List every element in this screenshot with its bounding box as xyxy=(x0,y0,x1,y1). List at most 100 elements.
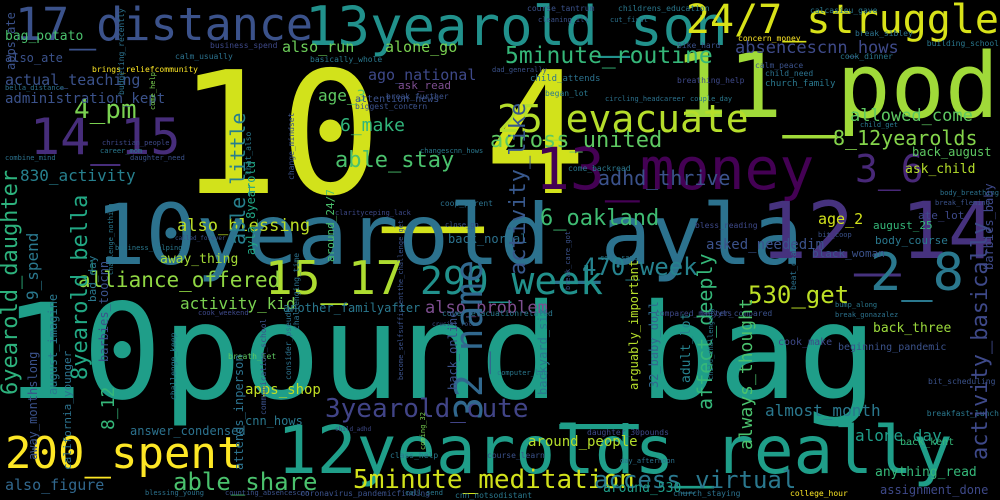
word-child-get: body_breathing xyxy=(940,189,1000,197)
word-assignment-done: assignment_done xyxy=(880,483,989,497)
word-coming-32: breath_let xyxy=(228,352,277,361)
word-august-25: august_25 xyxy=(873,219,933,232)
word-almost-month: almost_month xyxy=(765,401,881,420)
word-away-monthslong: away_monthslong xyxy=(26,351,40,460)
word-compared-care: become_selfsufficientthe_challenge_get xyxy=(397,219,405,380)
word-changescnn-hows: building_school xyxy=(926,39,999,48)
word-alliance-offered: alliance_offered xyxy=(78,268,281,292)
word-come-backread: bit_coop xyxy=(818,231,852,239)
word-administration-kept: administration_kept xyxy=(5,91,166,107)
word-asked-neededim: asked_neededim xyxy=(706,237,825,253)
word-alone-day: alone_day xyxy=(855,426,942,445)
word-church-staying: college_hour xyxy=(790,489,848,498)
word-back-online: back_online xyxy=(446,310,460,390)
word-6-make: 6_make xyxy=(340,115,406,136)
word-9-spend: 9_spend xyxy=(23,232,42,300)
word-adhd-thrive: adhd_thrive xyxy=(598,166,731,190)
word-apps-ate: apps_ate xyxy=(4,12,18,70)
word-5minute-routine: 5minute_routine xyxy=(505,43,713,69)
word-activity-kid: activity_kid xyxy=(180,294,296,313)
word-challenge-keep: challenge_nothing xyxy=(107,203,115,275)
word-back-kent: beginning_pandemic xyxy=(838,342,947,353)
word-cnn-hows: computer_lab xyxy=(497,369,548,377)
word-anything-read: anything_read xyxy=(875,465,977,480)
word-day-afternoon: counting_absencescnn xyxy=(225,489,310,497)
word-august-imagine: august_imagine xyxy=(46,293,60,395)
word-began-lot: concern_money xyxy=(738,34,801,43)
word-child-attends: began_lot xyxy=(545,89,589,98)
word-become-selfsufficient: daughter_30pounds xyxy=(587,428,669,437)
word-come-help: breakfast_lunch xyxy=(926,409,999,418)
word-child-adhd: break_further xyxy=(386,92,449,101)
word-10pound-bag: 10pound_bag xyxy=(3,276,878,430)
word-another-familyafter: another_familyafter xyxy=(283,301,421,315)
word-6yearold-daughter: 6yearold_daughter xyxy=(0,169,23,395)
word-body-breathing: coop_parent xyxy=(440,199,493,208)
word-age-2: age_2 xyxy=(818,210,864,228)
word-also-problem: also_problem xyxy=(425,298,548,318)
word-challenge-nothing: child_challenging xyxy=(707,308,715,380)
word-business-spend: brings_reliefcommunity xyxy=(92,65,198,74)
word-32-baby-doll: 32_baby_doll xyxy=(647,301,661,388)
word-cnn-notsodistant: church_staying xyxy=(673,489,741,498)
word-12yearolds-really: 12yearolds_really xyxy=(277,412,953,489)
word-25-evacuate: 25_evacuate xyxy=(497,97,749,141)
word-break-gonazalez: class_help xyxy=(390,451,439,460)
word-cook-weekend: child_adhd xyxy=(335,426,372,433)
word-coronavirus-pandemicfinding: cnn_notsodistant xyxy=(455,491,533,500)
word-break-sibley: calm_peace xyxy=(755,61,804,70)
word-calcasieu-gave: business_spend xyxy=(210,41,278,50)
word-black-woman: black_woman xyxy=(812,247,885,260)
word-access-virtual: access_virtual xyxy=(594,466,797,494)
word-14-15: 14_15 xyxy=(30,108,181,166)
word-break-further: combine_mind xyxy=(5,154,56,162)
word-beginning-pandemic: childrens_education xyxy=(618,4,710,13)
word-bike-hard: break_sibley xyxy=(855,29,913,38)
word-break-fleming: come_backread xyxy=(568,164,631,173)
word-cleaning-ill: calm_usually xyxy=(175,52,233,61)
word-counting-absencescnn: crucial_role xyxy=(432,321,476,328)
word-10-4: 10_4 xyxy=(177,36,587,234)
word-alone-go: alone_go xyxy=(385,38,458,56)
word-actual-teaching: actual_teaching xyxy=(5,71,141,89)
word-ayla-8yearold: ayla_8yearold xyxy=(244,161,258,255)
word-also-blessing: also_blessing xyxy=(177,216,311,236)
word-ago-national: ago_national xyxy=(368,66,477,84)
word-cut-first: cleaning_ill xyxy=(538,16,589,24)
word-blessing-young: cover_evacuationrelated xyxy=(442,309,553,318)
word-age-3: age_3 xyxy=(318,86,367,105)
word-cook-dinner: child_need xyxy=(765,69,814,78)
word-bella-distance: bless_reading xyxy=(695,221,758,230)
word-course-learn: call_send xyxy=(405,489,443,497)
word-around-people: around_people xyxy=(528,434,638,450)
word-2-8: 2_8 xyxy=(870,243,964,303)
word-4-pm: 4_pm xyxy=(74,95,137,125)
word-daughter-need: changescnn_hows xyxy=(420,147,484,155)
word-13yearold-son: 13yearold_son xyxy=(305,0,728,58)
word-around-24-7: around_24/7 xyxy=(324,189,337,262)
word-computer-lab: coronavirus_pandemicfinding xyxy=(300,489,431,498)
word-8-12yearolds: 8_12yearolds xyxy=(833,126,978,150)
word-building-school: business_helping xyxy=(115,244,183,252)
word-always-thought: always_thought xyxy=(736,298,757,450)
word-ate-lot: ate_lot xyxy=(918,209,965,222)
word-17-distance: 17_distance xyxy=(15,0,314,51)
word-11-pod: 11_pod xyxy=(673,34,999,139)
word-13-money: 13_money xyxy=(535,135,815,203)
word-clarityceping-lack: bella_distance xyxy=(5,84,65,92)
word-10yearold-ayla: 10yearold_ayla xyxy=(95,186,804,284)
word-also-ate: also_ate xyxy=(5,51,63,65)
word-christian-people: course_tantrum xyxy=(527,4,595,13)
word-apps-shop: apps_shop xyxy=(245,382,321,398)
word-circling-headcareer: daughter_need xyxy=(130,154,185,162)
word-change-mindset: communication_school xyxy=(259,318,268,415)
word-6-oakland: 6_oakland xyxy=(540,206,660,231)
word-barbies-baby: barbies_baby xyxy=(982,183,996,270)
word-activity-like: activity_like xyxy=(506,102,531,275)
word-3yearold-cute: 3yearold_cute xyxy=(325,394,529,424)
word-combine-mind: close_go xyxy=(445,221,479,229)
word-470-week: 470_week xyxy=(582,253,698,281)
word-body-course: body_course xyxy=(875,234,948,247)
word-ask-read: ask_read xyxy=(398,79,451,92)
word-chat-also: challenge_keep xyxy=(169,332,178,400)
